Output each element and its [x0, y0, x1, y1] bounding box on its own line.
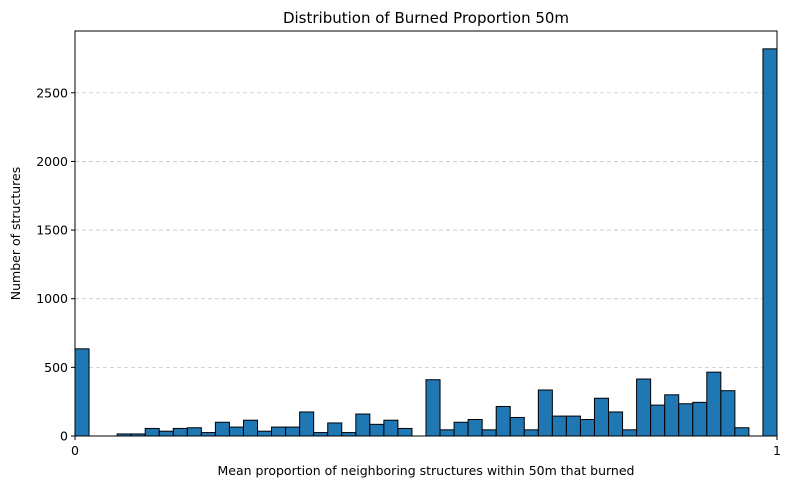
- histogram-bar: [271, 426, 287, 437]
- histogram-bar: [397, 427, 413, 437]
- histogram-bar: [186, 427, 202, 437]
- histogram-bar: [551, 415, 567, 437]
- histogram-bar: [313, 432, 329, 437]
- grid-lines: [75, 92, 777, 368]
- histogram-bar: [453, 421, 469, 437]
- histogram-bar: [565, 415, 581, 437]
- histogram-bar: [144, 427, 160, 437]
- histogram-bar: [355, 413, 371, 437]
- histogram-bar: [692, 401, 708, 437]
- y-tick-label: 1000: [36, 291, 68, 306]
- histogram-bar: [481, 429, 497, 437]
- histogram-bar: [678, 403, 694, 437]
- y-tick-label: 500: [44, 360, 68, 375]
- histogram-bar: [158, 430, 174, 437]
- histogram-bar: [285, 426, 301, 437]
- histogram-bar: [509, 416, 525, 437]
- y-axis-label: Number of structures: [8, 167, 23, 300]
- histogram-bar: [425, 379, 441, 437]
- histogram-bar: [636, 378, 652, 437]
- histogram-bar: [369, 423, 385, 437]
- histogram-bar: [200, 432, 216, 437]
- histogram-bar: [383, 419, 399, 437]
- histogram-bar: [495, 405, 511, 437]
- histogram-bar: [579, 419, 595, 437]
- histogram-bar: [341, 432, 357, 437]
- histogram-bar: [622, 429, 638, 437]
- histogram-bar: [608, 411, 624, 437]
- y-axis-ticks: 0 500 1000 1500 2000 2500: [36, 85, 75, 444]
- chart-title: Distribution of Burned Proportion 50m: [283, 9, 569, 27]
- histogram-bar: [650, 404, 666, 437]
- y-tick-label: 2500: [36, 85, 68, 100]
- histogram-bar: [228, 426, 244, 437]
- histogram-bar: [706, 371, 722, 437]
- histogram-bar: [74, 348, 90, 437]
- histogram-bar: [242, 419, 259, 437]
- histogram-bar: [327, 422, 343, 437]
- histogram-bar: [439, 429, 455, 437]
- y-tick-label: 1500: [36, 223, 68, 238]
- y-tick-label: 2000: [36, 154, 68, 169]
- histogram-bar: [467, 419, 483, 437]
- y-tick-label: 0: [60, 429, 68, 444]
- histogram-bar: [734, 427, 750, 437]
- histogram-bar: [299, 411, 315, 437]
- histogram-bar: [257, 430, 273, 437]
- histogram-bar: [762, 48, 778, 437]
- histogram-bar: [172, 427, 188, 437]
- plot-frame: [74, 30, 778, 437]
- histogram-bars: [74, 48, 778, 437]
- histogram-bar: [664, 394, 680, 437]
- x-tick-label: 0: [71, 443, 79, 458]
- x-axis-label: Mean proportion of neighboring structure…: [218, 463, 635, 478]
- histogram-bar: [720, 390, 736, 437]
- histogram-bar: [214, 421, 230, 437]
- x-tick-label: 1: [773, 443, 781, 458]
- histogram-bar: [537, 389, 553, 437]
- histogram-bar: [593, 397, 610, 437]
- histogram-bar: [523, 429, 539, 437]
